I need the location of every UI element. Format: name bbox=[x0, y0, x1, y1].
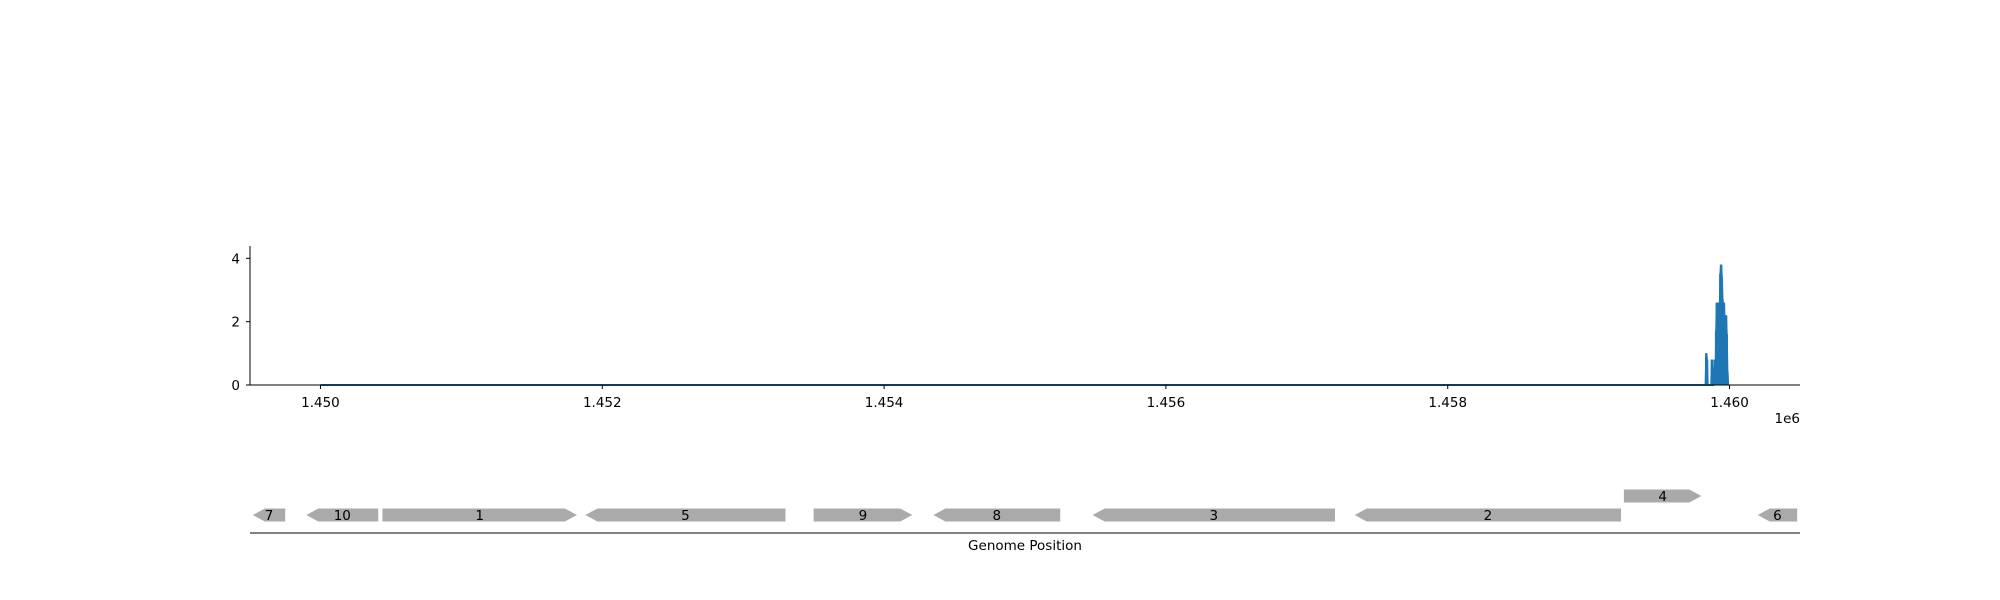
gene-arrow bbox=[813, 508, 913, 522]
coverage-series bbox=[320, 264, 1730, 386]
gene-arrow bbox=[1623, 489, 1702, 503]
y-tick-label: 4 bbox=[231, 251, 240, 267]
gene-arrow bbox=[1354, 508, 1622, 522]
gene-arrow bbox=[585, 508, 786, 522]
gene-arrow bbox=[252, 508, 286, 522]
gene-map: 7 10 1 5 9 8 3 2 4 6 Genome Position bbox=[250, 489, 1800, 554]
gene-label: 4 bbox=[1658, 489, 1667, 505]
gene-arrows: 7 10 1 5 9 8 3 2 4 6 bbox=[252, 489, 1798, 524]
y-tick-label: 2 bbox=[231, 315, 240, 331]
x-tick-label: 1.452 bbox=[583, 395, 622, 411]
gene-arrow bbox=[1757, 508, 1798, 522]
x-tick-label: 1.458 bbox=[1428, 395, 1467, 411]
gene-arrow bbox=[1092, 508, 1335, 522]
x-tick-label: 1.456 bbox=[1147, 395, 1186, 411]
gene-label: 10 bbox=[334, 508, 351, 524]
y-ticks: 0 2 4 bbox=[231, 251, 250, 394]
gene-label: 2 bbox=[1484, 508, 1493, 524]
y-tick-label: 0 bbox=[231, 378, 240, 394]
gene-label: 8 bbox=[993, 508, 1002, 524]
gene-label: 7 bbox=[265, 508, 274, 524]
x-offset-label: 1e6 bbox=[1775, 411, 1800, 427]
gene-label: 3 bbox=[1210, 508, 1219, 524]
gene-label: 9 bbox=[859, 508, 868, 524]
gene-label: 1 bbox=[475, 508, 484, 524]
coverage-plot: 0 2 4 1.450 1.452 1.454 1.456 1.458 1.460 1e6 bbox=[231, 246, 1800, 427]
gene-arrow bbox=[306, 508, 379, 522]
x-ticks: 1.450 1.452 1.454 1.456 1.458 1.460 bbox=[301, 385, 1749, 411]
gene-label: 6 bbox=[1773, 508, 1782, 524]
x-tick-label: 1.454 bbox=[865, 395, 904, 411]
x-axis-label: Genome Position bbox=[968, 538, 1082, 554]
gene-label: 5 bbox=[681, 508, 690, 524]
coverage-line bbox=[320, 264, 1730, 386]
gene-arrow bbox=[382, 508, 577, 522]
x-tick-label: 1.460 bbox=[1710, 395, 1749, 411]
gene-arrow bbox=[933, 508, 1061, 522]
x-tick-label: 1.450 bbox=[301, 395, 340, 411]
